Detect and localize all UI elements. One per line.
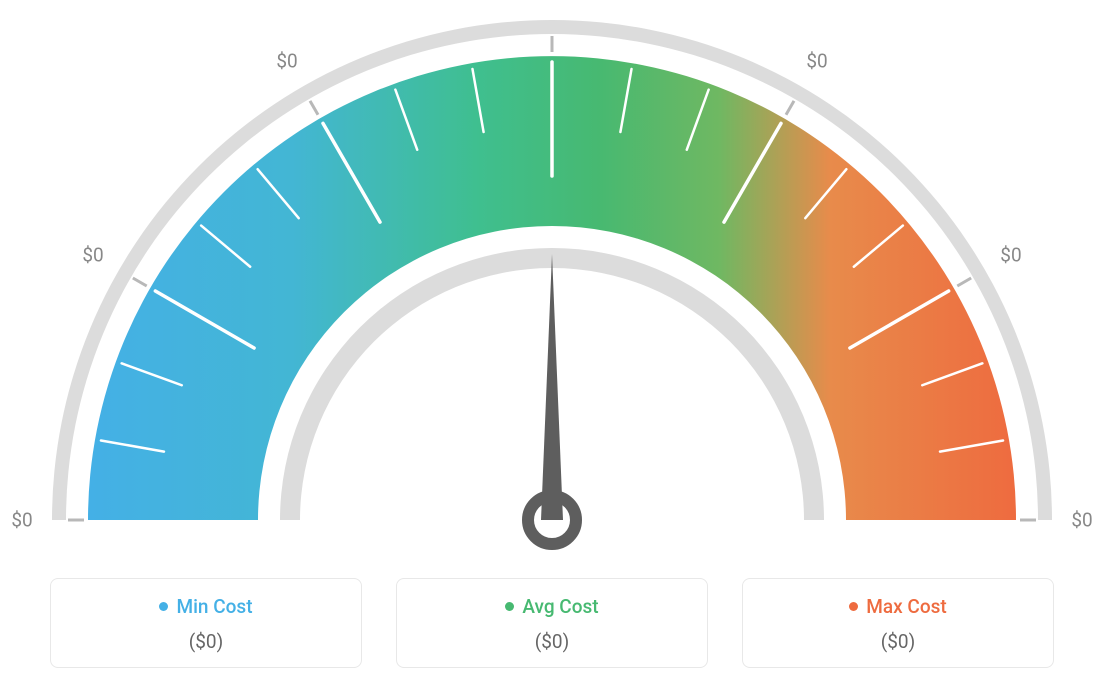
gauge-tick-label: $0 bbox=[276, 50, 297, 73]
legend-title-min: Min Cost bbox=[159, 595, 252, 618]
gauge-tick-label: $0 bbox=[11, 509, 32, 532]
gauge-tick-label: $0 bbox=[541, 0, 562, 2]
legend-value: ($0) bbox=[755, 630, 1041, 653]
gauge-tick-label: $0 bbox=[1000, 244, 1021, 267]
legend-dot-icon bbox=[505, 602, 514, 611]
cost-gauge-infographic: $0$0$0$0$0$0$0 Min Cost($0)Avg Cost($0)M… bbox=[0, 0, 1104, 690]
gauge-tick-label: $0 bbox=[82, 244, 103, 267]
gauge-svg bbox=[0, 0, 1104, 560]
legend-card-min: Min Cost ($0) bbox=[50, 578, 362, 668]
legend-dot-icon bbox=[159, 602, 168, 611]
legend-card-max: Max Cost ($0) bbox=[742, 578, 1054, 668]
legend-label: Avg Cost bbox=[522, 595, 598, 618]
legend-label: Max Cost bbox=[866, 595, 946, 618]
gauge-tick-label: $0 bbox=[806, 50, 827, 73]
legend-value: ($0) bbox=[63, 630, 349, 653]
legend-title-max: Max Cost bbox=[849, 595, 946, 618]
legend-card-avg: Avg Cost ($0) bbox=[396, 578, 708, 668]
legend-dot-icon bbox=[849, 602, 858, 611]
legend-row: Min Cost ($0) Avg Cost ($0) Max Cost ($0) bbox=[50, 578, 1054, 668]
gauge-area: $0 $0 $0 $0 $0 $0 $0 bbox=[0, 0, 1104, 560]
gauge-needle bbox=[541, 254, 563, 520]
legend-title-avg: Avg Cost bbox=[505, 595, 598, 618]
legend-value: ($0) bbox=[409, 630, 695, 653]
gauge-tick-label: $0 bbox=[1071, 509, 1092, 532]
legend-label: Min Cost bbox=[176, 595, 252, 618]
